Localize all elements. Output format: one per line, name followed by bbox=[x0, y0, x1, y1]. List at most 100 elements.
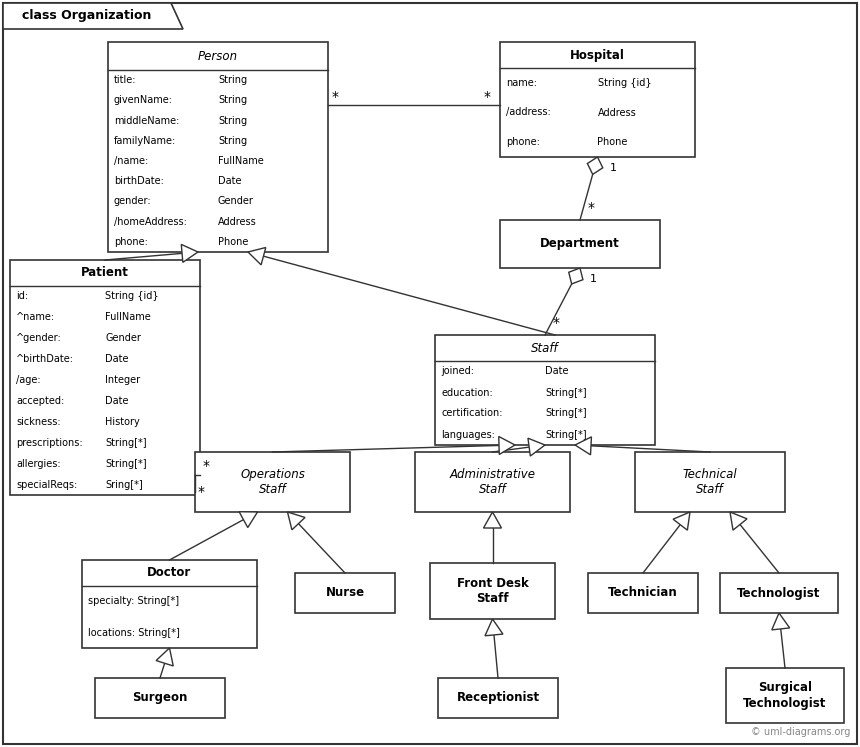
Text: languages:: languages: bbox=[441, 430, 494, 439]
Text: Person: Person bbox=[198, 49, 238, 63]
Text: 1: 1 bbox=[610, 163, 617, 173]
Bar bbox=[435, 335, 655, 445]
Polygon shape bbox=[287, 512, 305, 530]
Text: Phone: Phone bbox=[218, 237, 249, 247]
Text: Operations
Staff: Operations Staff bbox=[240, 468, 305, 496]
Polygon shape bbox=[485, 619, 503, 636]
Text: accepted:: accepted: bbox=[16, 396, 64, 406]
Text: ^name:: ^name: bbox=[16, 312, 55, 323]
Polygon shape bbox=[3, 3, 183, 29]
Text: ^gender:: ^gender: bbox=[16, 333, 62, 344]
Text: FullName: FullName bbox=[218, 156, 264, 166]
Bar bbox=[635, 452, 785, 512]
Text: Gender: Gender bbox=[218, 196, 254, 206]
Text: String: String bbox=[218, 96, 247, 105]
Polygon shape bbox=[181, 244, 198, 262]
Text: Administrative
Staff: Administrative Staff bbox=[450, 468, 536, 496]
Polygon shape bbox=[156, 648, 173, 666]
Bar bbox=[500, 220, 660, 268]
Text: Sring[*]: Sring[*] bbox=[105, 480, 143, 489]
Text: *: * bbox=[484, 90, 491, 104]
Text: name:: name: bbox=[506, 78, 537, 88]
Text: Date: Date bbox=[545, 367, 568, 376]
Text: specialty: String[*]: specialty: String[*] bbox=[88, 597, 179, 607]
Text: *: * bbox=[203, 459, 210, 473]
Text: Hospital: Hospital bbox=[570, 49, 625, 61]
Text: Phone: Phone bbox=[598, 137, 628, 147]
Text: Technician: Technician bbox=[608, 586, 678, 600]
Text: String {id}: String {id} bbox=[598, 78, 651, 88]
Bar bbox=[10, 260, 200, 495]
Polygon shape bbox=[673, 512, 690, 530]
Polygon shape bbox=[499, 436, 515, 454]
Text: locations: String[*]: locations: String[*] bbox=[88, 627, 180, 637]
Text: id:: id: bbox=[16, 291, 28, 302]
Bar bbox=[430, 563, 555, 619]
Bar bbox=[500, 42, 695, 157]
Text: Date: Date bbox=[105, 354, 128, 364]
Text: phone:: phone: bbox=[506, 137, 540, 147]
Text: History: History bbox=[105, 417, 139, 427]
Text: Staff: Staff bbox=[531, 341, 559, 355]
Text: Department: Department bbox=[540, 238, 620, 250]
Text: String: String bbox=[218, 136, 247, 146]
Polygon shape bbox=[528, 438, 545, 456]
Text: prescriptions:: prescriptions: bbox=[16, 438, 83, 447]
Text: allergies:: allergies: bbox=[16, 459, 60, 468]
Text: String {id}: String {id} bbox=[105, 291, 158, 302]
Bar bbox=[295, 573, 395, 613]
Polygon shape bbox=[771, 613, 789, 630]
Bar bbox=[726, 668, 844, 723]
Text: joined:: joined: bbox=[441, 367, 474, 376]
Text: ^birthDate:: ^birthDate: bbox=[16, 354, 74, 364]
Bar bbox=[95, 678, 225, 718]
Text: middleName:: middleName: bbox=[114, 116, 180, 125]
Text: String[*]: String[*] bbox=[105, 459, 146, 468]
Text: © uml-diagrams.org: © uml-diagrams.org bbox=[751, 727, 850, 737]
Text: Patient: Patient bbox=[81, 267, 129, 279]
Polygon shape bbox=[730, 512, 747, 530]
Text: /name:: /name: bbox=[114, 156, 148, 166]
Bar bbox=[415, 452, 570, 512]
Text: String[*]: String[*] bbox=[545, 430, 587, 439]
Text: gender:: gender: bbox=[114, 196, 151, 206]
Text: String: String bbox=[218, 75, 247, 85]
Bar bbox=[588, 573, 698, 613]
Text: Date: Date bbox=[105, 396, 128, 406]
Text: Technologist: Technologist bbox=[737, 586, 820, 600]
Text: givenName:: givenName: bbox=[114, 96, 173, 105]
Bar bbox=[82, 560, 257, 648]
Text: Surgeon: Surgeon bbox=[132, 692, 187, 704]
Text: birthDate:: birthDate: bbox=[114, 176, 164, 186]
Bar bbox=[195, 452, 350, 512]
Text: familyName:: familyName: bbox=[114, 136, 176, 146]
Text: Address: Address bbox=[598, 108, 636, 117]
Text: Gender: Gender bbox=[105, 333, 141, 344]
Bar bbox=[438, 678, 558, 718]
Text: 1: 1 bbox=[590, 274, 597, 284]
Text: specialReqs:: specialReqs: bbox=[16, 480, 77, 489]
Text: Date: Date bbox=[218, 176, 242, 186]
Polygon shape bbox=[568, 268, 583, 284]
Text: String[*]: String[*] bbox=[545, 409, 587, 418]
Text: class Organization: class Organization bbox=[22, 10, 151, 22]
Text: Integer: Integer bbox=[105, 375, 140, 385]
Text: sickness:: sickness: bbox=[16, 417, 60, 427]
Polygon shape bbox=[587, 157, 603, 174]
Text: Doctor: Doctor bbox=[147, 566, 192, 580]
Text: String[*]: String[*] bbox=[545, 388, 587, 397]
Text: Front Desk
Staff: Front Desk Staff bbox=[457, 577, 528, 605]
Text: Technical
Staff: Technical Staff bbox=[683, 468, 737, 496]
Text: /age:: /age: bbox=[16, 375, 40, 385]
Text: *: * bbox=[588, 201, 595, 215]
Polygon shape bbox=[248, 247, 266, 265]
Text: title:: title: bbox=[114, 75, 137, 85]
Text: Surgical
Technologist: Surgical Technologist bbox=[743, 681, 826, 710]
Text: /address:: /address: bbox=[506, 108, 550, 117]
Text: FullName: FullName bbox=[105, 312, 150, 323]
Text: Nurse: Nurse bbox=[325, 586, 365, 600]
Bar bbox=[108, 42, 328, 252]
Text: String: String bbox=[218, 116, 247, 125]
Text: Receptionist: Receptionist bbox=[457, 692, 539, 704]
Text: certification:: certification: bbox=[441, 409, 502, 418]
